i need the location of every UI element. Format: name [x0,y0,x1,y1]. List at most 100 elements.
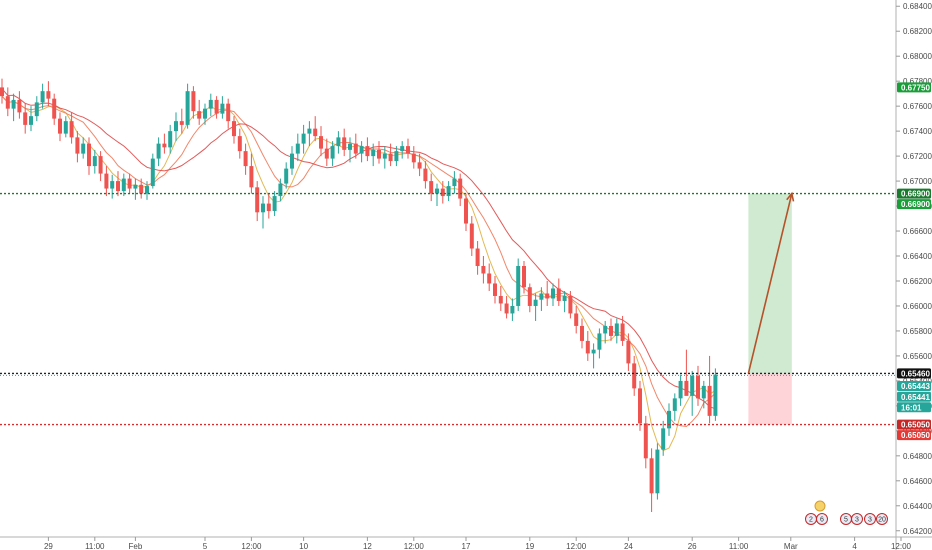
candle[interactable] [620,315,625,346]
candle[interactable] [672,393,677,421]
candle[interactable] [701,380,706,409]
candle[interactable] [127,173,132,194]
candle[interactable] [429,173,434,202]
candle[interactable] [319,126,323,157]
candle[interactable] [52,93,57,125]
candle[interactable] [11,93,16,122]
candle[interactable] [203,103,207,125]
candle[interactable] [649,448,654,513]
candle[interactable] [336,131,341,154]
candle[interactable] [417,153,422,177]
price-tag[interactable]: 0.65441 [897,391,931,402]
candle[interactable] [498,285,503,311]
candle[interactable] [446,181,451,202]
candle[interactable] [556,278,561,306]
candle[interactable] [284,162,289,189]
candle[interactable] [684,349,689,396]
candle[interactable] [301,124,306,154]
projection-arrow[interactable] [747,193,793,374]
candle[interactable] [574,305,579,334]
candle[interactable] [232,116,236,144]
candle[interactable] [75,131,80,163]
candle[interactable] [214,96,219,119]
economic-event-marker[interactable]: 2 [805,513,817,525]
candle[interactable] [168,124,173,154]
candle[interactable] [34,96,39,122]
candle[interactable] [290,146,294,175]
candle[interactable] [371,143,376,167]
economic-event-marker[interactable]: 5 [840,513,852,525]
candle[interactable] [348,137,352,163]
candle[interactable] [539,287,544,311]
candle[interactable] [609,318,613,341]
candle[interactable] [481,256,486,284]
price-tag[interactable]: 0.66900 [897,199,931,210]
candle[interactable] [255,181,260,222]
candle[interactable] [110,174,115,199]
candle[interactable] [133,178,138,200]
candle[interactable] [696,365,700,406]
candle[interactable] [81,137,86,159]
candle[interactable] [139,178,144,199]
candle[interactable] [516,258,521,311]
candle[interactable] [458,173,463,207]
candle[interactable] [29,106,33,132]
candle[interactable] [591,343,596,369]
candle[interactable] [406,138,410,159]
candle[interactable] [162,133,167,154]
candle[interactable] [585,330,590,361]
candle[interactable] [394,146,399,167]
candle[interactable] [174,112,178,142]
candle[interactable] [278,178,283,202]
candle[interactable] [330,141,335,167]
candle[interactable] [435,183,439,207]
price-tag[interactable]: 0.65050 [897,419,931,430]
candle[interactable] [580,318,584,349]
candle[interactable] [261,196,265,229]
candle[interactable] [87,137,91,175]
candle[interactable] [104,166,109,197]
candle[interactable] [63,116,68,138]
candle[interactable] [713,368,718,421]
candle[interactable] [400,141,405,159]
candle[interactable] [365,137,370,162]
candle[interactable] [377,141,381,164]
candle[interactable] [707,355,712,424]
candle[interactable] [504,295,509,319]
candle[interactable] [359,141,364,163]
candle[interactable] [98,151,103,182]
candle[interactable] [510,298,515,321]
candle[interactable] [690,370,695,416]
candle[interactable] [266,193,271,219]
price-tag[interactable]: 0.67750 [897,82,931,93]
economic-event-marker[interactable]: 3 [851,513,863,525]
candle[interactable] [661,420,666,456]
candle[interactable] [411,146,416,169]
candle[interactable] [678,374,683,406]
candle[interactable] [272,191,277,217]
price-tag[interactable]: 16:01 [897,402,931,413]
candle[interactable] [562,290,567,313]
candle[interactable] [249,153,254,194]
price-tag[interactable]: 0.66900 [897,188,931,199]
candle[interactable] [423,161,428,189]
candle[interactable] [295,133,300,162]
candle[interactable] [614,318,619,344]
candle[interactable] [46,81,51,107]
candle[interactable] [469,216,474,257]
price-tag[interactable]: 0.65050 [897,430,931,441]
candle[interactable] [493,275,497,304]
candle[interactable] [464,193,468,232]
candle[interactable] [23,103,28,134]
candle[interactable] [522,261,526,294]
price-tag[interactable]: 0.65460 [897,368,931,379]
candle[interactable] [92,149,97,174]
candle[interactable] [568,290,573,319]
candle[interactable] [551,283,555,306]
candle[interactable] [626,333,631,371]
candle[interactable] [220,96,225,119]
candle[interactable] [145,181,149,200]
economic-event-marker[interactable]: 6 [816,513,828,525]
candle[interactable] [632,355,637,396]
